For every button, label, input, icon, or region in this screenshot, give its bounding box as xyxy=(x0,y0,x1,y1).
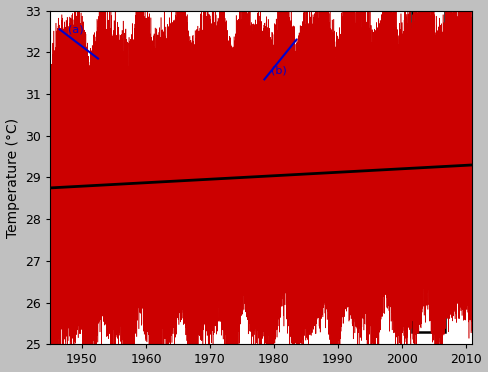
Y-axis label: Temperature (°C): Temperature (°C) xyxy=(5,118,20,238)
Text: (a): (a) xyxy=(68,25,83,35)
Text: (b): (b) xyxy=(271,65,286,75)
Bar xyxy=(411,9,446,332)
